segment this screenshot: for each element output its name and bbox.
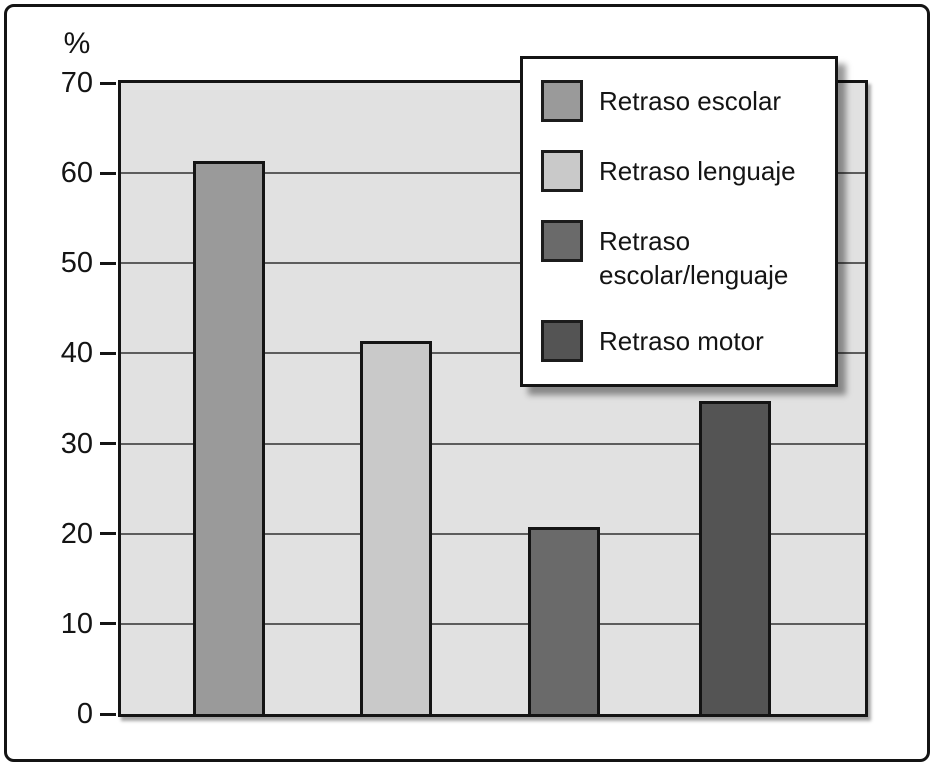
gridline-20 (121, 532, 865, 535)
y-axis-tick-60 (100, 171, 116, 175)
gridline-30 (121, 442, 865, 445)
y-axis-tick-label-10: 10 (60, 607, 93, 640)
gridline-60 (121, 172, 865, 175)
y-axis-tick-70 (100, 81, 116, 85)
y-axis-unit-label: % (63, 27, 91, 60)
y-axis-tick-label-20: 20 (60, 517, 93, 550)
legend-item-retraso-lenguaje: Retraso lenguaje (541, 150, 817, 192)
y-axis: 0 10 20 30 40 50 60 70 (7, 67, 118, 730)
legend-swatch-retraso-motor (541, 320, 583, 362)
y-axis-tick-label-70: 70 (60, 67, 93, 99)
legend-label-retraso-escolar: Retraso escolar (599, 86, 782, 116)
y-axis-tick-label-60: 60 (60, 157, 93, 190)
legend-label-retraso-escolar-lenguaje: Retraso escolar/lenguaje (599, 226, 789, 290)
legend-swatch-retraso-escolar-lenguaje (541, 220, 583, 262)
legend-label-retraso-motor: Retraso motor (599, 326, 764, 356)
legend: Retraso escolar Retraso lenguaje Retraso e… (520, 56, 838, 387)
gridline-40 (121, 352, 865, 355)
y-axis-tick-label-40: 40 (60, 337, 93, 370)
figure-frame: % 0 10 20 30 40 50 60 70 Retraso escolar Retraso… (4, 4, 930, 762)
bar-retraso-lenguaje (359, 340, 432, 714)
gridline-50 (121, 262, 865, 265)
legend-item-retraso-escolar-lenguaje: Retraso escolar/lenguaje (541, 220, 817, 292)
y-axis-tick-30 (100, 442, 116, 446)
y-axis-tick-20 (100, 532, 116, 536)
gridline-10 (121, 622, 865, 625)
y-axis-tick-40 (100, 351, 116, 355)
bar-retraso-escolar (192, 161, 265, 714)
legend-label-retraso-lenguaje: Retraso lenguaje (599, 156, 796, 186)
y-axis-tick-label-30: 30 (60, 427, 93, 460)
y-axis-tick-50 (100, 261, 116, 265)
legend-swatch-retraso-lenguaje (541, 150, 583, 192)
y-axis-tick-10 (100, 622, 116, 626)
legend-item-retraso-escolar: Retraso escolar (541, 80, 817, 122)
bar-retraso-motor (698, 401, 771, 714)
y-axis-tick-label-0: 0 (76, 698, 93, 730)
bar-retraso-escolar-lenguaje (527, 527, 600, 714)
legend-item-retraso-motor: Retraso motor (541, 320, 817, 362)
legend-swatch-retraso-escolar (541, 80, 583, 122)
y-axis-tick-0 (100, 712, 116, 716)
y-axis-tick-label-50: 50 (60, 247, 93, 280)
